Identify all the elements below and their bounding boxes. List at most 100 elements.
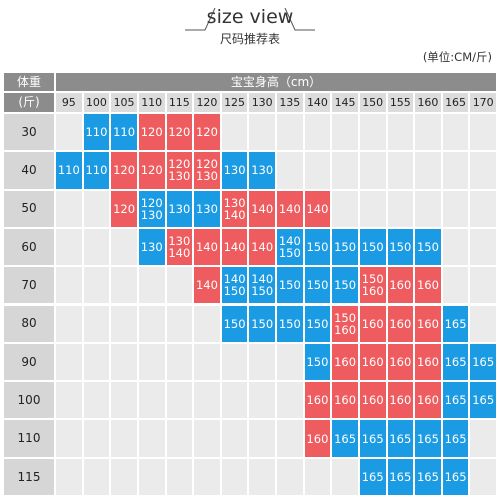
size-text: 110 [85,163,108,178]
size-text: 120 [168,157,191,172]
weight-label: 115 [3,457,55,496]
size-cell: 120 [137,151,166,190]
size-text: 160 [389,354,412,369]
size-cell: 150 [303,342,332,382]
empty-cell [331,113,359,152]
size-cell: 160 [386,304,415,343]
size-cell: 150 [276,304,304,343]
size-cell: 130 [220,151,249,190]
height-label: 145 [331,92,359,113]
empty-cell [165,266,194,305]
size-text: 130 [168,233,191,248]
empty-cell [110,342,138,382]
size-cell: 160 [386,266,415,305]
size-cell: 130 [248,151,276,190]
empty-cell [137,457,166,496]
empty-cell [414,189,442,228]
size-cell: 150 [331,266,359,305]
size-text: 150 [278,246,301,261]
height-label: 115 [165,92,194,113]
size-cell: 150 160 [358,266,387,305]
size-text: 160 [306,393,329,408]
empty-cell [220,419,249,458]
size-text: 150 [278,316,301,331]
size-text: 165 [444,316,467,331]
empty-cell [193,419,221,458]
size-cell: 140 [248,189,276,228]
size-cell: 130 140 [165,227,194,267]
empty-cell [248,342,276,382]
size-text: 150 [251,316,274,331]
height-label: 160 [414,92,442,113]
size-cell: 140 [276,189,304,228]
size-text: 160 [361,284,384,299]
size-text: 150 [389,240,412,254]
weight-label: 80 [3,304,55,343]
size-text: 130 [195,201,218,216]
size-text: 120 [195,125,218,140]
empty-cell [165,457,194,496]
size-text: 120 [113,163,136,178]
size-cell: 160 [331,381,359,420]
height-label: 120 [193,92,221,113]
size-text: 130 [251,163,274,178]
header-decoration [185,7,315,31]
size-cell: 150 [220,304,249,343]
empty-cell [276,381,304,420]
size-text: 140 [306,201,329,216]
subtitle: 尺码推荐表 [219,31,280,46]
size-text: 110 [113,125,136,140]
size-cell: 120 [110,189,138,228]
size-text: 140 [278,201,301,216]
size-text: 140 [251,272,274,287]
empty-cell [331,189,359,228]
empty-cell [193,342,221,382]
size-cell: 160 [414,266,442,305]
size-text: 160 [361,354,384,369]
empty-cell [193,381,221,420]
size-cell: 140 [248,227,276,267]
empty-cell [276,113,304,152]
size-cell: 120 [110,151,138,190]
empty-cell [55,457,83,496]
height-label: 95 [55,92,83,113]
size-text: 150 [361,240,384,254]
size-cell: 130 [193,189,221,228]
size-cell: 120 130 [137,189,166,228]
size-cell: 165 [469,342,497,382]
size-text: 165 [361,431,384,446]
size-text: 160 [416,393,439,408]
size-text: 120 [140,163,163,178]
size-text: 165 [389,431,412,446]
size-text: 150 [416,240,439,254]
size-text: 165 [444,431,467,446]
weight-unit: (斤) [3,92,55,113]
empty-cell [331,457,359,496]
size-cell: 150 [248,304,276,343]
size-text: 140 [251,240,274,254]
empty-cell [358,151,387,190]
size-text: 160 [361,393,384,408]
empty-cell [358,189,387,228]
empty-cell [386,151,415,190]
size-text: 160 [416,354,439,369]
size-text: 165 [416,469,439,484]
size-text: 160 [389,316,412,331]
size-text: 120 [140,125,163,140]
weight-header: 体重 [3,72,55,92]
size-text: 165 [472,393,495,408]
empty-cell [220,113,249,152]
size-text: 120 [140,195,163,210]
height-label: 135 [276,92,304,113]
empty-cell [55,342,83,382]
size-cell: 150 [276,266,304,305]
size-cell: 160 [414,304,442,343]
size-cell: 165 [358,419,387,458]
empty-cell [137,381,166,420]
size-text: 160 [334,322,357,337]
size-cell: 165 [414,457,442,496]
size-cell: 140 [220,227,249,267]
size-cell: 110 [82,151,111,190]
empty-cell [469,419,497,458]
